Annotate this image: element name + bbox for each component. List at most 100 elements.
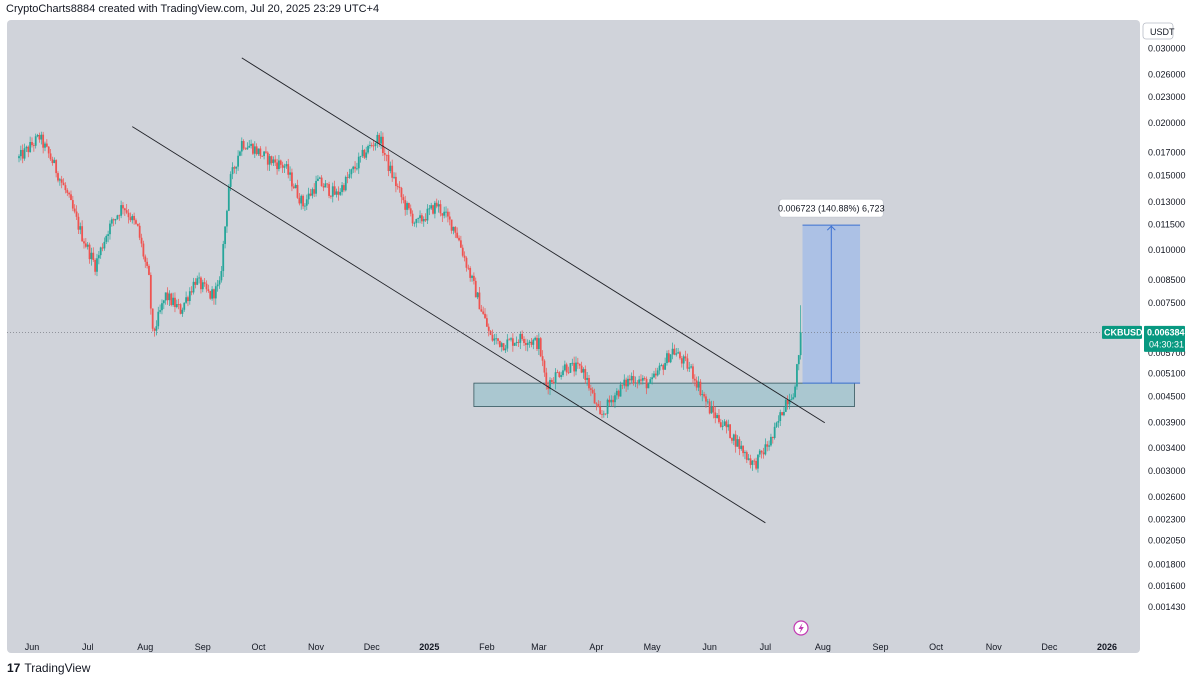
plot-area[interactable] — [7, 20, 1140, 653]
candle — [378, 132, 381, 147]
candle-body — [723, 421, 726, 426]
candle — [44, 141, 46, 152]
candle-body — [227, 186, 230, 211]
candle-body — [463, 255, 466, 258]
candle-body — [799, 332, 802, 356]
candle-body — [58, 179, 61, 181]
candle — [66, 188, 69, 197]
candle-body — [513, 343, 516, 346]
candle-body — [688, 367, 691, 369]
candle — [142, 240, 145, 260]
candle-body — [636, 382, 639, 384]
candle-body — [524, 342, 527, 345]
ticker-badge[interactable]: CKBUSDT — [1102, 325, 1149, 339]
candle-body — [582, 369, 585, 373]
candle-body — [18, 156, 20, 159]
candle — [328, 181, 330, 199]
candle-body — [543, 360, 546, 373]
candle — [47, 146, 50, 158]
candle-body — [57, 173, 59, 181]
candle — [105, 234, 108, 244]
candle — [452, 226, 455, 235]
candle-body — [575, 362, 577, 372]
candle — [699, 379, 702, 397]
candle-body — [588, 377, 590, 389]
candle — [129, 212, 132, 223]
candle — [140, 233, 143, 248]
candle — [266, 151, 269, 171]
candle-body — [194, 281, 197, 285]
candle — [298, 193, 301, 206]
candle — [175, 299, 178, 309]
flash-icon[interactable] — [793, 620, 809, 636]
candle-body — [771, 436, 774, 438]
candle-body — [335, 191, 338, 195]
candle — [361, 145, 364, 158]
candle — [285, 161, 288, 169]
candle — [70, 190, 72, 201]
candle — [647, 382, 650, 389]
candle — [541, 350, 544, 367]
candle — [419, 210, 421, 224]
candle-body — [125, 210, 128, 213]
candle-body — [692, 366, 694, 379]
candle-body — [779, 412, 782, 421]
candle-body — [164, 292, 167, 301]
candle-body — [83, 241, 85, 244]
candle-body — [175, 304, 178, 308]
currency-button[interactable]: USDT — [1142, 22, 1175, 40]
channel-lower-trendline[interactable] — [132, 126, 766, 524]
candle-body — [324, 183, 327, 188]
candle — [21, 144, 24, 164]
y-axis-tick-label: 0.005700 — [1148, 348, 1186, 358]
candle — [562, 365, 564, 377]
candle — [498, 340, 501, 348]
candle — [38, 132, 41, 143]
candle-body — [556, 372, 559, 374]
candle — [543, 359, 546, 377]
candle — [415, 218, 418, 228]
candle — [162, 299, 165, 310]
candle-body — [428, 208, 431, 210]
candle-body — [602, 413, 605, 415]
candle-body — [192, 281, 195, 293]
candle-body — [411, 213, 414, 224]
candle-body — [716, 415, 719, 419]
candle-body — [764, 444, 767, 455]
candle — [367, 144, 369, 155]
candle — [53, 157, 56, 164]
candle-body — [315, 180, 317, 194]
candle-body — [142, 243, 145, 257]
candle-body — [584, 369, 587, 380]
candle — [792, 393, 795, 400]
candle — [263, 151, 265, 160]
candle-body — [697, 381, 700, 388]
candle-body — [734, 434, 737, 447]
candle — [439, 200, 442, 217]
candle-body — [274, 159, 277, 163]
candle — [662, 363, 665, 376]
candle-body — [762, 452, 765, 455]
candle-body — [166, 292, 169, 301]
candle-body — [183, 302, 186, 310]
currency-label: USDT — [1150, 27, 1175, 37]
candle-body — [760, 450, 763, 453]
candle-body — [550, 379, 553, 382]
candle — [433, 200, 436, 219]
candle — [653, 370, 655, 379]
candle-body — [187, 297, 189, 302]
candle-body — [684, 356, 687, 359]
candle-body — [73, 208, 76, 212]
candle — [107, 230, 110, 243]
candle-body — [712, 406, 715, 413]
candle — [664, 357, 667, 370]
candle-body — [356, 168, 358, 170]
candle-body — [426, 208, 429, 221]
candle-body — [742, 445, 744, 454]
candle-body — [461, 247, 464, 256]
candle — [736, 435, 739, 447]
candle — [224, 226, 226, 249]
candle — [177, 298, 180, 310]
channel-upper-trendline[interactable] — [241, 57, 826, 424]
